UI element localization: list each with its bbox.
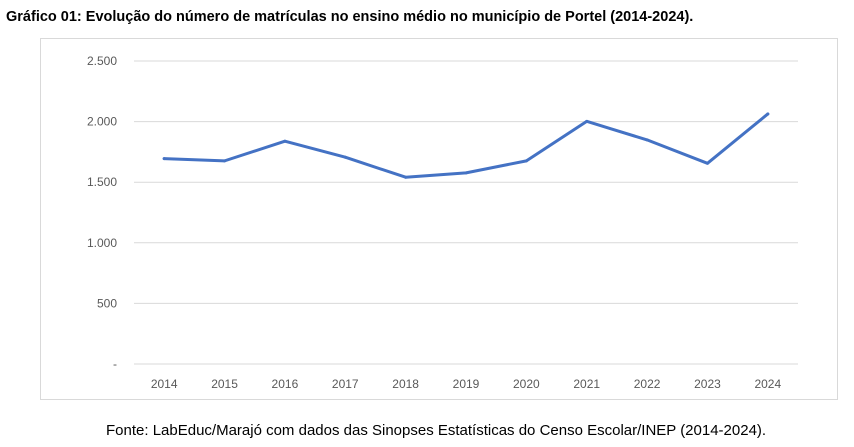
y-tick-label: - — [113, 357, 117, 371]
y-tick-label: 2.500 — [87, 54, 117, 68]
x-tick-label: 2018 — [392, 377, 419, 391]
series-line — [162, 112, 770, 179]
x-tick-label: 2015 — [211, 377, 238, 391]
data-point — [464, 171, 468, 175]
x-tick-label: 2019 — [453, 377, 480, 391]
x-tick-label: 2023 — [694, 377, 721, 391]
x-tick-label: 2016 — [272, 377, 299, 391]
data-point — [343, 155, 347, 159]
x-tick-label: 2024 — [754, 377, 781, 391]
data-point — [404, 175, 408, 179]
x-tick-label: 2017 — [332, 377, 359, 391]
chart-title: Gráfico 01: Evolução do número de matríc… — [6, 9, 694, 25]
data-point — [223, 159, 227, 163]
x-tick-label: 2021 — [573, 377, 600, 391]
x-tick-label: 2014 — [151, 377, 178, 391]
y-tick-label: 1.500 — [87, 175, 117, 189]
data-point — [705, 161, 709, 165]
y-tick-label: 2.000 — [87, 115, 117, 129]
chart-area — [40, 38, 838, 400]
data-point — [585, 119, 589, 123]
data-point — [524, 159, 528, 163]
y-tick-label: 500 — [97, 296, 117, 310]
data-point — [645, 138, 649, 142]
data-point — [766, 112, 770, 116]
data-point — [283, 139, 287, 143]
data-point — [162, 157, 166, 161]
source-note: Fonte: LabEduc/Marajó com dados das Sino… — [106, 422, 767, 439]
x-tick-label: 2022 — [634, 377, 661, 391]
x-tick-label: 2020 — [513, 377, 540, 391]
y-tick-label: 1.000 — [87, 236, 117, 250]
